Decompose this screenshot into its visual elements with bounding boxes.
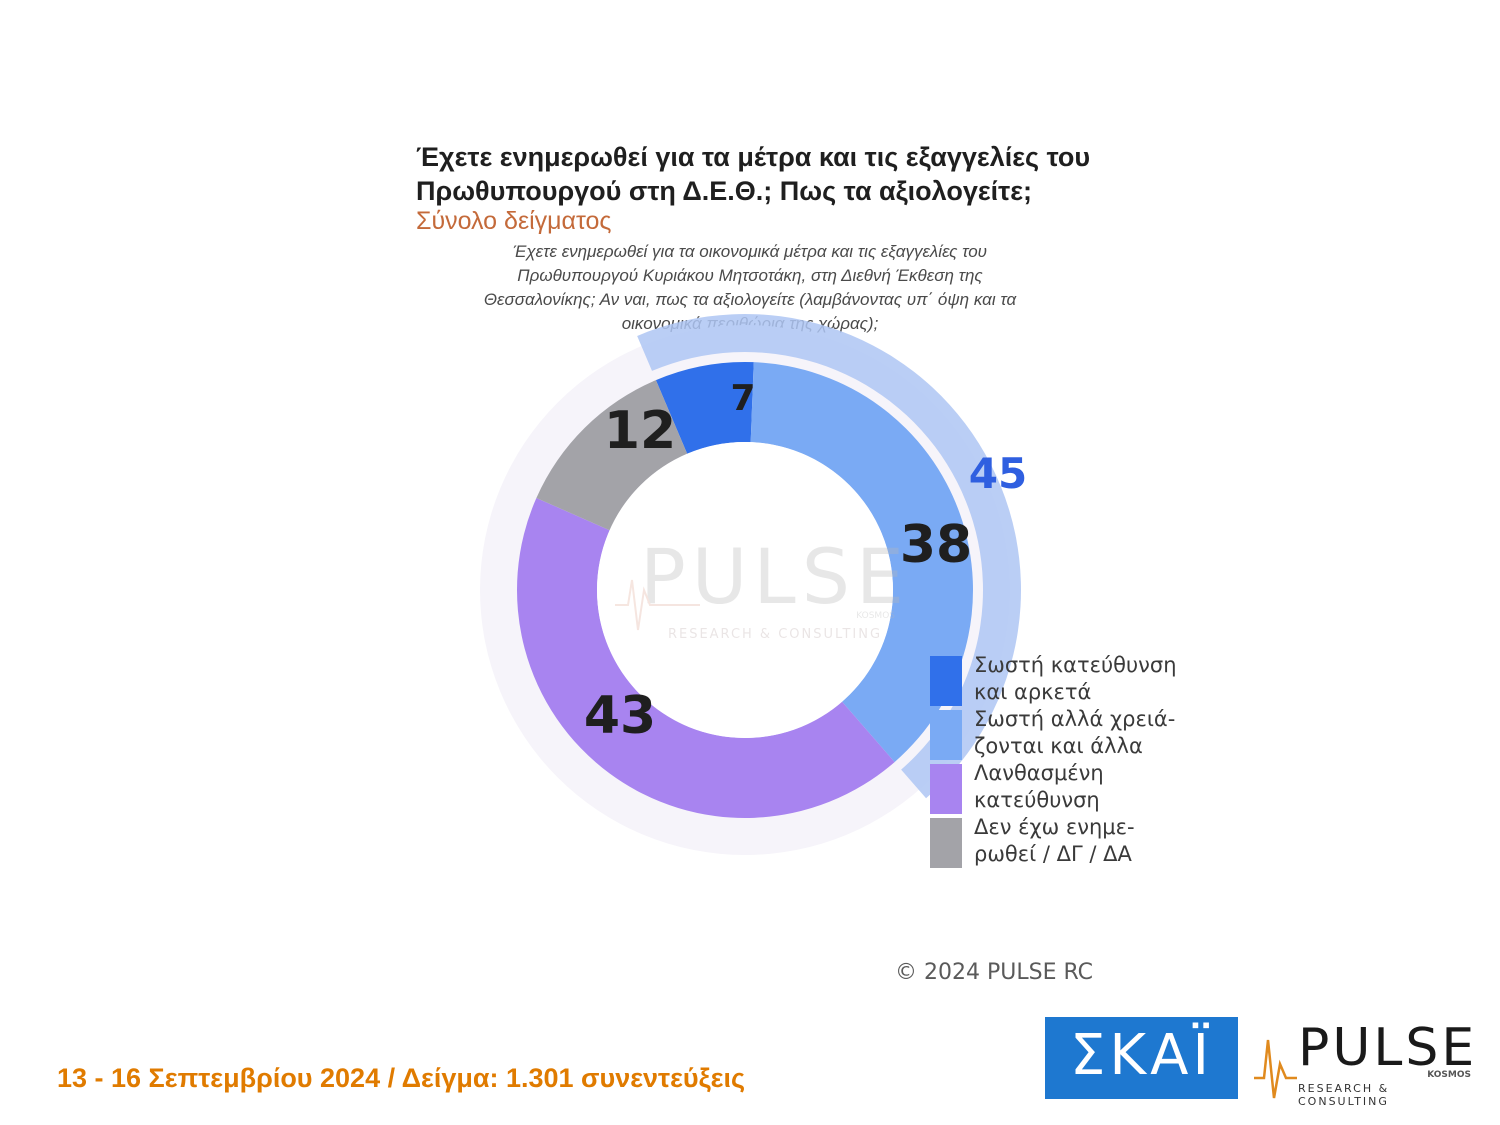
pulse-logo-sub: KOSMOS — [1427, 1070, 1471, 1080]
legend-label-line: Σωστή αλλά χρειά- — [974, 707, 1176, 731]
donut-slice-2 — [750, 362, 974, 763]
legend-label-line: κατεύθυνση — [974, 788, 1100, 812]
legend-label-line: ζονται και άλλα — [974, 734, 1143, 758]
legend-label: Σωστή κατεύθυνση και αρκετά — [974, 652, 1194, 706]
legend-label: Δεν έχω ενημε-ρωθεί / ΔΓ / ΔΑ — [974, 814, 1194, 868]
legend-label: Λανθασμένη κατεύθυνση — [974, 760, 1194, 814]
donut-slice-1 — [655, 362, 754, 454]
pulse-watermark: PULSE KOSMOS RESEARCH & CONSULTING — [615, 532, 910, 642]
value-label-2: 38 — [900, 515, 972, 575]
copyright-text: © 2024 PULSE RC — [895, 960, 1094, 985]
skai-logo-text: ΣΚΑΪ — [1070, 1023, 1213, 1088]
legend-label: Σωστή αλλά χρειά-ζονται και άλλα — [974, 706, 1194, 760]
legend-label-line: και αρκετά — [974, 680, 1092, 704]
combined-total-label: 45 — [969, 449, 1027, 498]
watermark-sub: KOSMOS — [856, 611, 895, 621]
donut-slice-3 — [517, 497, 895, 818]
value-label-1: 7 — [730, 378, 755, 419]
donut-hole — [597, 442, 893, 738]
legend-swatch — [930, 818, 962, 868]
value-label-3: 43 — [584, 686, 656, 746]
value-labels: 7 38 43 12 45 — [584, 378, 1027, 746]
legend-label-line: Σωστή κατεύθυνση — [974, 653, 1177, 677]
legend-swatch — [930, 656, 962, 706]
value-label-4: 12 — [604, 401, 676, 461]
legend-label-line: Λανθασμένη — [974, 761, 1104, 785]
watermark-pulse-line — [615, 579, 700, 631]
legend-swatch — [930, 764, 962, 814]
watermark-brand: PULSE — [640, 532, 910, 621]
skai-logo: ΣΚΑΪ — [1045, 1017, 1238, 1099]
pulse-logo-brand: PULSE — [1298, 1018, 1478, 1078]
legend-label-line: Δεν έχω ενημε- — [974, 815, 1135, 839]
watermark-tagline: RESEARCH & CONSULTING — [668, 627, 882, 642]
pulse-logo-graphic — [1254, 1039, 1297, 1099]
legend-label-line: ρωθεί / ΔΓ / ΔΑ — [974, 842, 1132, 866]
donut-slice-4 — [536, 380, 688, 531]
chart-subtitle: Σύνολο δείγματος — [416, 207, 612, 235]
pulse-logo: PULSE KOSMOS RESEARCH & CONSULTING — [1252, 1018, 1478, 1108]
donut-slices — [517, 362, 974, 818]
footer-date-sample: 13 - 16 Σεπτεμβρίου 2024 / Δείγμα: 1.301… — [57, 1063, 745, 1093]
legend-swatch — [930, 710, 962, 760]
pulse-logo-line — [1254, 1039, 1297, 1099]
chart-title: Έχετε ενημερωθεί για τα μέτρα και τις εξ… — [416, 142, 1091, 206]
survey-question: Έχετε ενημερωθεί για τα οικονομικά μέτρα… — [483, 242, 1017, 333]
pulse-logo-tagline: RESEARCH & CONSULTING — [1298, 1082, 1390, 1108]
